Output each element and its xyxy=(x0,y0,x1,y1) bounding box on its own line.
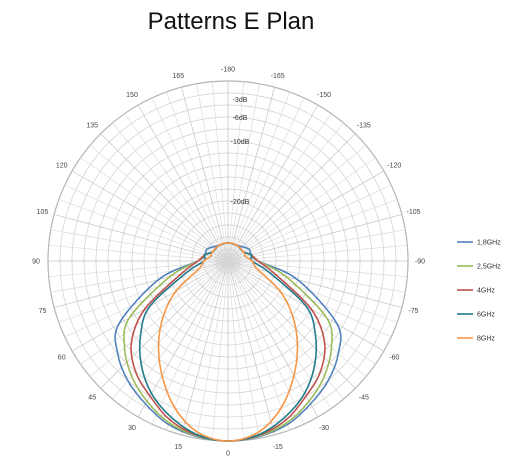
grid-spoke xyxy=(181,260,229,435)
angle-label: 150 xyxy=(126,92,138,99)
angle-label: 120 xyxy=(56,163,68,170)
grid-spoke xyxy=(227,83,260,262)
grid-spoke xyxy=(58,199,229,262)
grid-spoke xyxy=(181,87,229,262)
angle-label: 75 xyxy=(39,308,47,315)
grid-spoke xyxy=(151,260,229,425)
grid-spoke xyxy=(137,104,229,262)
legend-label: 6GHz xyxy=(477,312,495,319)
grid-spoke xyxy=(54,260,229,308)
angle-label: 135 xyxy=(86,123,98,130)
grid-spoke xyxy=(80,157,229,262)
grid-spoke xyxy=(166,260,229,431)
grid-spoke xyxy=(227,244,408,262)
ring-label: -6dB xyxy=(233,115,248,122)
grid-spoke xyxy=(227,97,305,262)
angle-label: -165 xyxy=(271,73,285,80)
angle-label: -90 xyxy=(415,259,425,266)
grid-spoke xyxy=(196,260,229,439)
grid-spoke xyxy=(166,91,229,262)
angle-label: 15 xyxy=(174,444,182,451)
angle-label: -30 xyxy=(319,425,329,432)
label-layer: 0 15 30 45 60 75 90 105 120 135 150 165 -180 -165 -150… xyxy=(32,67,425,458)
series-layer xyxy=(114,242,342,442)
grid-spoke xyxy=(89,145,229,262)
legend-label: 2,5GHz xyxy=(477,264,501,271)
grid-spoke xyxy=(227,229,406,262)
angle-label: 60 xyxy=(58,355,66,362)
series-line-4 xyxy=(157,242,299,442)
grid-spoke xyxy=(58,260,229,323)
grid-spoke xyxy=(54,214,229,262)
legend-label: 8GHz xyxy=(477,336,495,343)
grid-spoke xyxy=(124,113,229,262)
grid-spoke xyxy=(89,260,229,377)
grid-spoke xyxy=(227,260,408,278)
grid-spoke xyxy=(227,260,398,323)
grid-spoke xyxy=(227,122,344,262)
grid-spoke xyxy=(196,83,229,262)
angle-label: -135 xyxy=(357,123,371,130)
angle-label: 30 xyxy=(128,425,136,432)
ring-label: -10dB xyxy=(231,139,250,146)
grid-spoke xyxy=(227,113,332,262)
grid-spoke xyxy=(227,260,305,425)
grid-spoke xyxy=(211,81,229,262)
angle-label: 165 xyxy=(172,73,184,80)
polar-grid xyxy=(47,80,409,442)
angle-label: -45 xyxy=(359,394,369,401)
ring-label: -3dB xyxy=(233,97,248,104)
grid-spoke xyxy=(211,260,229,441)
angle-label: -105 xyxy=(406,209,420,216)
grid-spoke xyxy=(100,133,229,262)
grid-spoke xyxy=(80,260,229,365)
legend-label: 4GHz xyxy=(477,288,495,295)
grid-spoke xyxy=(227,260,275,435)
angle-label: 90 xyxy=(32,259,40,266)
grid-spoke xyxy=(227,157,376,262)
ring-label: -20dB xyxy=(231,199,250,206)
grid-spoke xyxy=(227,260,290,431)
angle-label: 105 xyxy=(37,209,49,216)
angle-label: -60 xyxy=(389,355,399,362)
grid-spoke xyxy=(227,91,290,262)
legend-label: 1,8GHz xyxy=(477,240,501,247)
grid-spoke xyxy=(48,244,229,262)
grid-spoke xyxy=(227,214,402,262)
grid-spoke xyxy=(227,260,406,293)
grid-spoke xyxy=(227,133,356,262)
grid-spoke xyxy=(48,260,229,278)
grid-spoke xyxy=(227,145,367,262)
angle-label: 45 xyxy=(88,394,96,401)
legend: 1,8GHz 2,5GHz 4GHz 6GHz 8GHz xyxy=(457,240,501,343)
grid-spoke xyxy=(227,260,260,439)
chart-title: Patterns E Plan xyxy=(147,8,315,35)
grid-spoke xyxy=(227,260,245,441)
grid-spoke xyxy=(227,184,392,262)
grid-spoke xyxy=(112,122,229,262)
grid-spoke xyxy=(227,170,385,262)
angle-label: -150 xyxy=(317,92,331,99)
grid-spoke xyxy=(71,170,229,262)
angle-label: -120 xyxy=(387,163,401,170)
grid-spoke xyxy=(227,104,319,262)
angle-label: -180 xyxy=(221,67,235,74)
grid-spoke xyxy=(227,260,376,365)
grid-spoke xyxy=(64,184,229,262)
angle-label: 0 xyxy=(226,451,230,458)
grid-spoke xyxy=(227,260,367,377)
grid-spoke xyxy=(50,229,229,262)
grid-spoke xyxy=(50,260,229,293)
angle-label: -75 xyxy=(408,308,418,315)
grid-spoke xyxy=(227,81,245,262)
grid-spoke xyxy=(227,87,275,262)
grid-spoke xyxy=(227,199,398,262)
grid-spoke xyxy=(151,97,229,262)
grid-spoke xyxy=(137,260,229,418)
angle-label: -15 xyxy=(273,444,283,451)
grid-spoke xyxy=(227,260,402,308)
grid-spoke xyxy=(227,260,319,418)
